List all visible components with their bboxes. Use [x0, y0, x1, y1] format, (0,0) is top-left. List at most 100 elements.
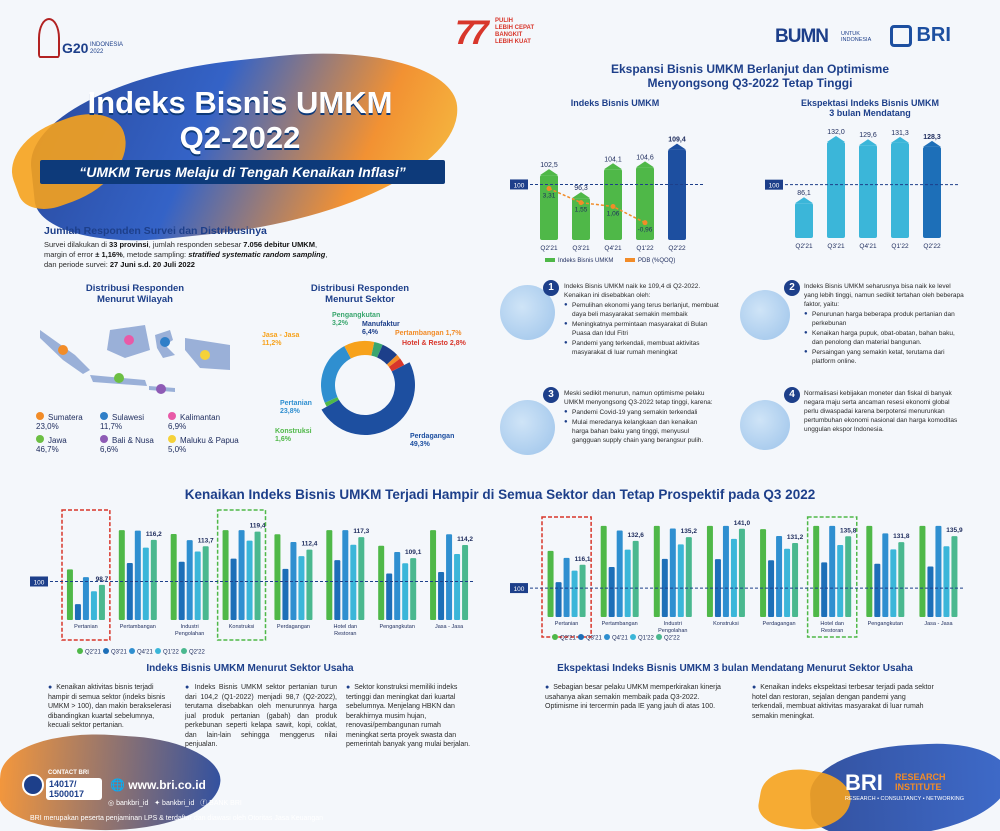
chart4-bar [677, 544, 684, 617]
social-twitter[interactable]: bankbri_id [162, 800, 195, 807]
chart3-value-label: 117,3 [353, 528, 369, 535]
globe-icon: 🌐 [110, 778, 125, 792]
chart2-value-label: 128,3 [923, 134, 941, 141]
chart2-category-label: Q2'22 [923, 243, 941, 250]
donut-slice-hotel-resto [388, 358, 405, 372]
bottom-left-heading: Indeks Bisnis UMKM Menurut Sektor Usaha [146, 663, 354, 674]
chart1-legend-label: PDB (%QOQ) [638, 258, 675, 264]
chart4-bar [890, 549, 897, 617]
chart3-value-label: 112,4 [301, 541, 317, 548]
chart4-bar [669, 528, 676, 617]
chart4-bar [661, 558, 668, 617]
chart4-bar [768, 560, 775, 617]
contact-label: CONTACT BRI [48, 770, 89, 776]
chart2-ref-badge [765, 179, 783, 190]
chart4-value-label: 141,0 [734, 520, 751, 527]
chart3-bar [246, 540, 253, 620]
marker-kalimantan [124, 335, 134, 345]
donut-slice-konstruksi [324, 397, 339, 407]
g20-text: G20 [62, 40, 89, 56]
chart4-bar [579, 564, 586, 617]
point-2-item: Kenaikan harga pupuk, obat-obatan, bahan… [804, 329, 964, 347]
chart1-bar-cap [540, 169, 558, 176]
chart4-bar [829, 525, 836, 617]
chart4-value-label: 135,9 [946, 527, 963, 534]
chart4-bar [760, 529, 767, 617]
contact-phone2[interactable]: 1500017 [49, 789, 85, 799]
chart4-category-label: Pengangkutan [868, 621, 903, 627]
bri-text: BRI [916, 24, 951, 46]
chart1-pdb-label: 3,31 [543, 193, 556, 200]
chart4-bar [776, 536, 783, 617]
legend-dot [36, 412, 44, 420]
chart1-bar [668, 149, 686, 240]
chart1-legend-swatch [625, 258, 635, 262]
chart4-category-label: Pertambangan [602, 621, 638, 627]
legend-dot [168, 435, 176, 443]
point-1-text: Indeks Bisnis UMKM naik ke 109,4 di Q2-2… [564, 282, 724, 357]
chart1-category-label: Q1'22 [636, 245, 654, 252]
g20-indonesia: INDONESIA [90, 42, 124, 48]
chart3-bar [378, 545, 385, 620]
ri77-logo: 77 PULIH LEBIH CEPAT BANGKIT LEBIH KUAT [455, 14, 575, 59]
chart3-bar [350, 544, 357, 620]
chart2-value-label: 86,1 [797, 190, 811, 197]
chart4-bar [563, 557, 570, 617]
website-link[interactable]: 🌐 www.bri.co.id [110, 778, 206, 792]
legend-dot [100, 435, 108, 443]
donut-label-konstruksi: Konstruksi 1,6% [275, 428, 312, 443]
chart1-title: Indeks Bisnis UMKM [570, 98, 660, 108]
region-legend-3: Jawa 46,7% [36, 435, 67, 454]
point-2-text: Indeks Bisnis UMKM seharusnya bisa naik … [804, 282, 964, 366]
chart1-value-label: 109,4 [668, 137, 686, 144]
point-3-item: Mulai meredanya kelangkaan dan kenaikan … [564, 418, 714, 445]
chart1-pdb-point [642, 220, 648, 226]
chart4-bar [882, 533, 889, 617]
chart4-bar [845, 536, 852, 617]
chart3-bar [438, 571, 445, 620]
chart4-category-label: Pengolahan [658, 628, 687, 634]
expansion-heading: Ekspansi Bisnis UMKM Berlanjut dan Optim… [610, 62, 890, 90]
donut-label-perdagangan: Perdagangan 49,3% [410, 433, 455, 448]
chart2-ref-label: 100 [769, 183, 780, 190]
chart4-bar [821, 562, 828, 617]
chart4-highlight-box [541, 516, 592, 638]
chart3-category-label: Konstruksi [229, 624, 255, 630]
chart3-category-label: Restoran [334, 631, 356, 637]
chart3-bar [230, 558, 237, 620]
chart3-bar [194, 551, 201, 620]
chart3-legend-dot [77, 648, 83, 654]
chart4-category-label: Pertanian [555, 621, 579, 627]
contact-phone1[interactable]: 14017/ [49, 779, 77, 789]
chart1-bar-cap [604, 163, 622, 170]
social-instagram[interactable]: bankbri_id [116, 800, 149, 807]
chart3-bar [186, 540, 193, 620]
headset-icon [22, 774, 44, 796]
bri-research-logo: BRI RESEARCH INSTITUTE RESEARCH • CONSUL… [845, 770, 985, 815]
chart4-legend-dot [630, 634, 636, 640]
chart3-bar [74, 604, 81, 620]
chart3-bar [142, 547, 149, 620]
ri77-line4: LEBIH KUAT [495, 39, 531, 45]
chart4-category-label: Konstruksi [713, 621, 739, 627]
chart3-bar [90, 591, 97, 620]
chart3-value-label: 116,2 [146, 531, 162, 538]
donut-slice-pertambangan [386, 354, 401, 367]
chart1-value-label: 96,3 [574, 185, 588, 192]
chart3-bar [282, 568, 289, 620]
point-1-number: 1 [543, 280, 559, 296]
chart3-category-label: Pertanian [74, 624, 98, 630]
chart4-bar [624, 549, 631, 617]
chart4-value-label: 132,6 [628, 532, 645, 539]
chart4-category-label: Jasa - Jasa [924, 621, 953, 627]
chart3-value-label: 114,2 [457, 536, 473, 543]
chart1-pdb-label: 1,55 [575, 207, 588, 214]
chart4-bar [738, 528, 745, 617]
chart1-pdb-point [578, 200, 584, 206]
chart4-bar [608, 566, 615, 617]
chart3-bar [274, 534, 281, 620]
chart4-category-label: Industri [664, 621, 682, 627]
chart3-value-label: 113,7 [198, 537, 214, 544]
point-2-item: Penurunan harga beberapa produk pertania… [804, 310, 964, 328]
social-facebook[interactable]: BANK BRI [209, 800, 242, 807]
